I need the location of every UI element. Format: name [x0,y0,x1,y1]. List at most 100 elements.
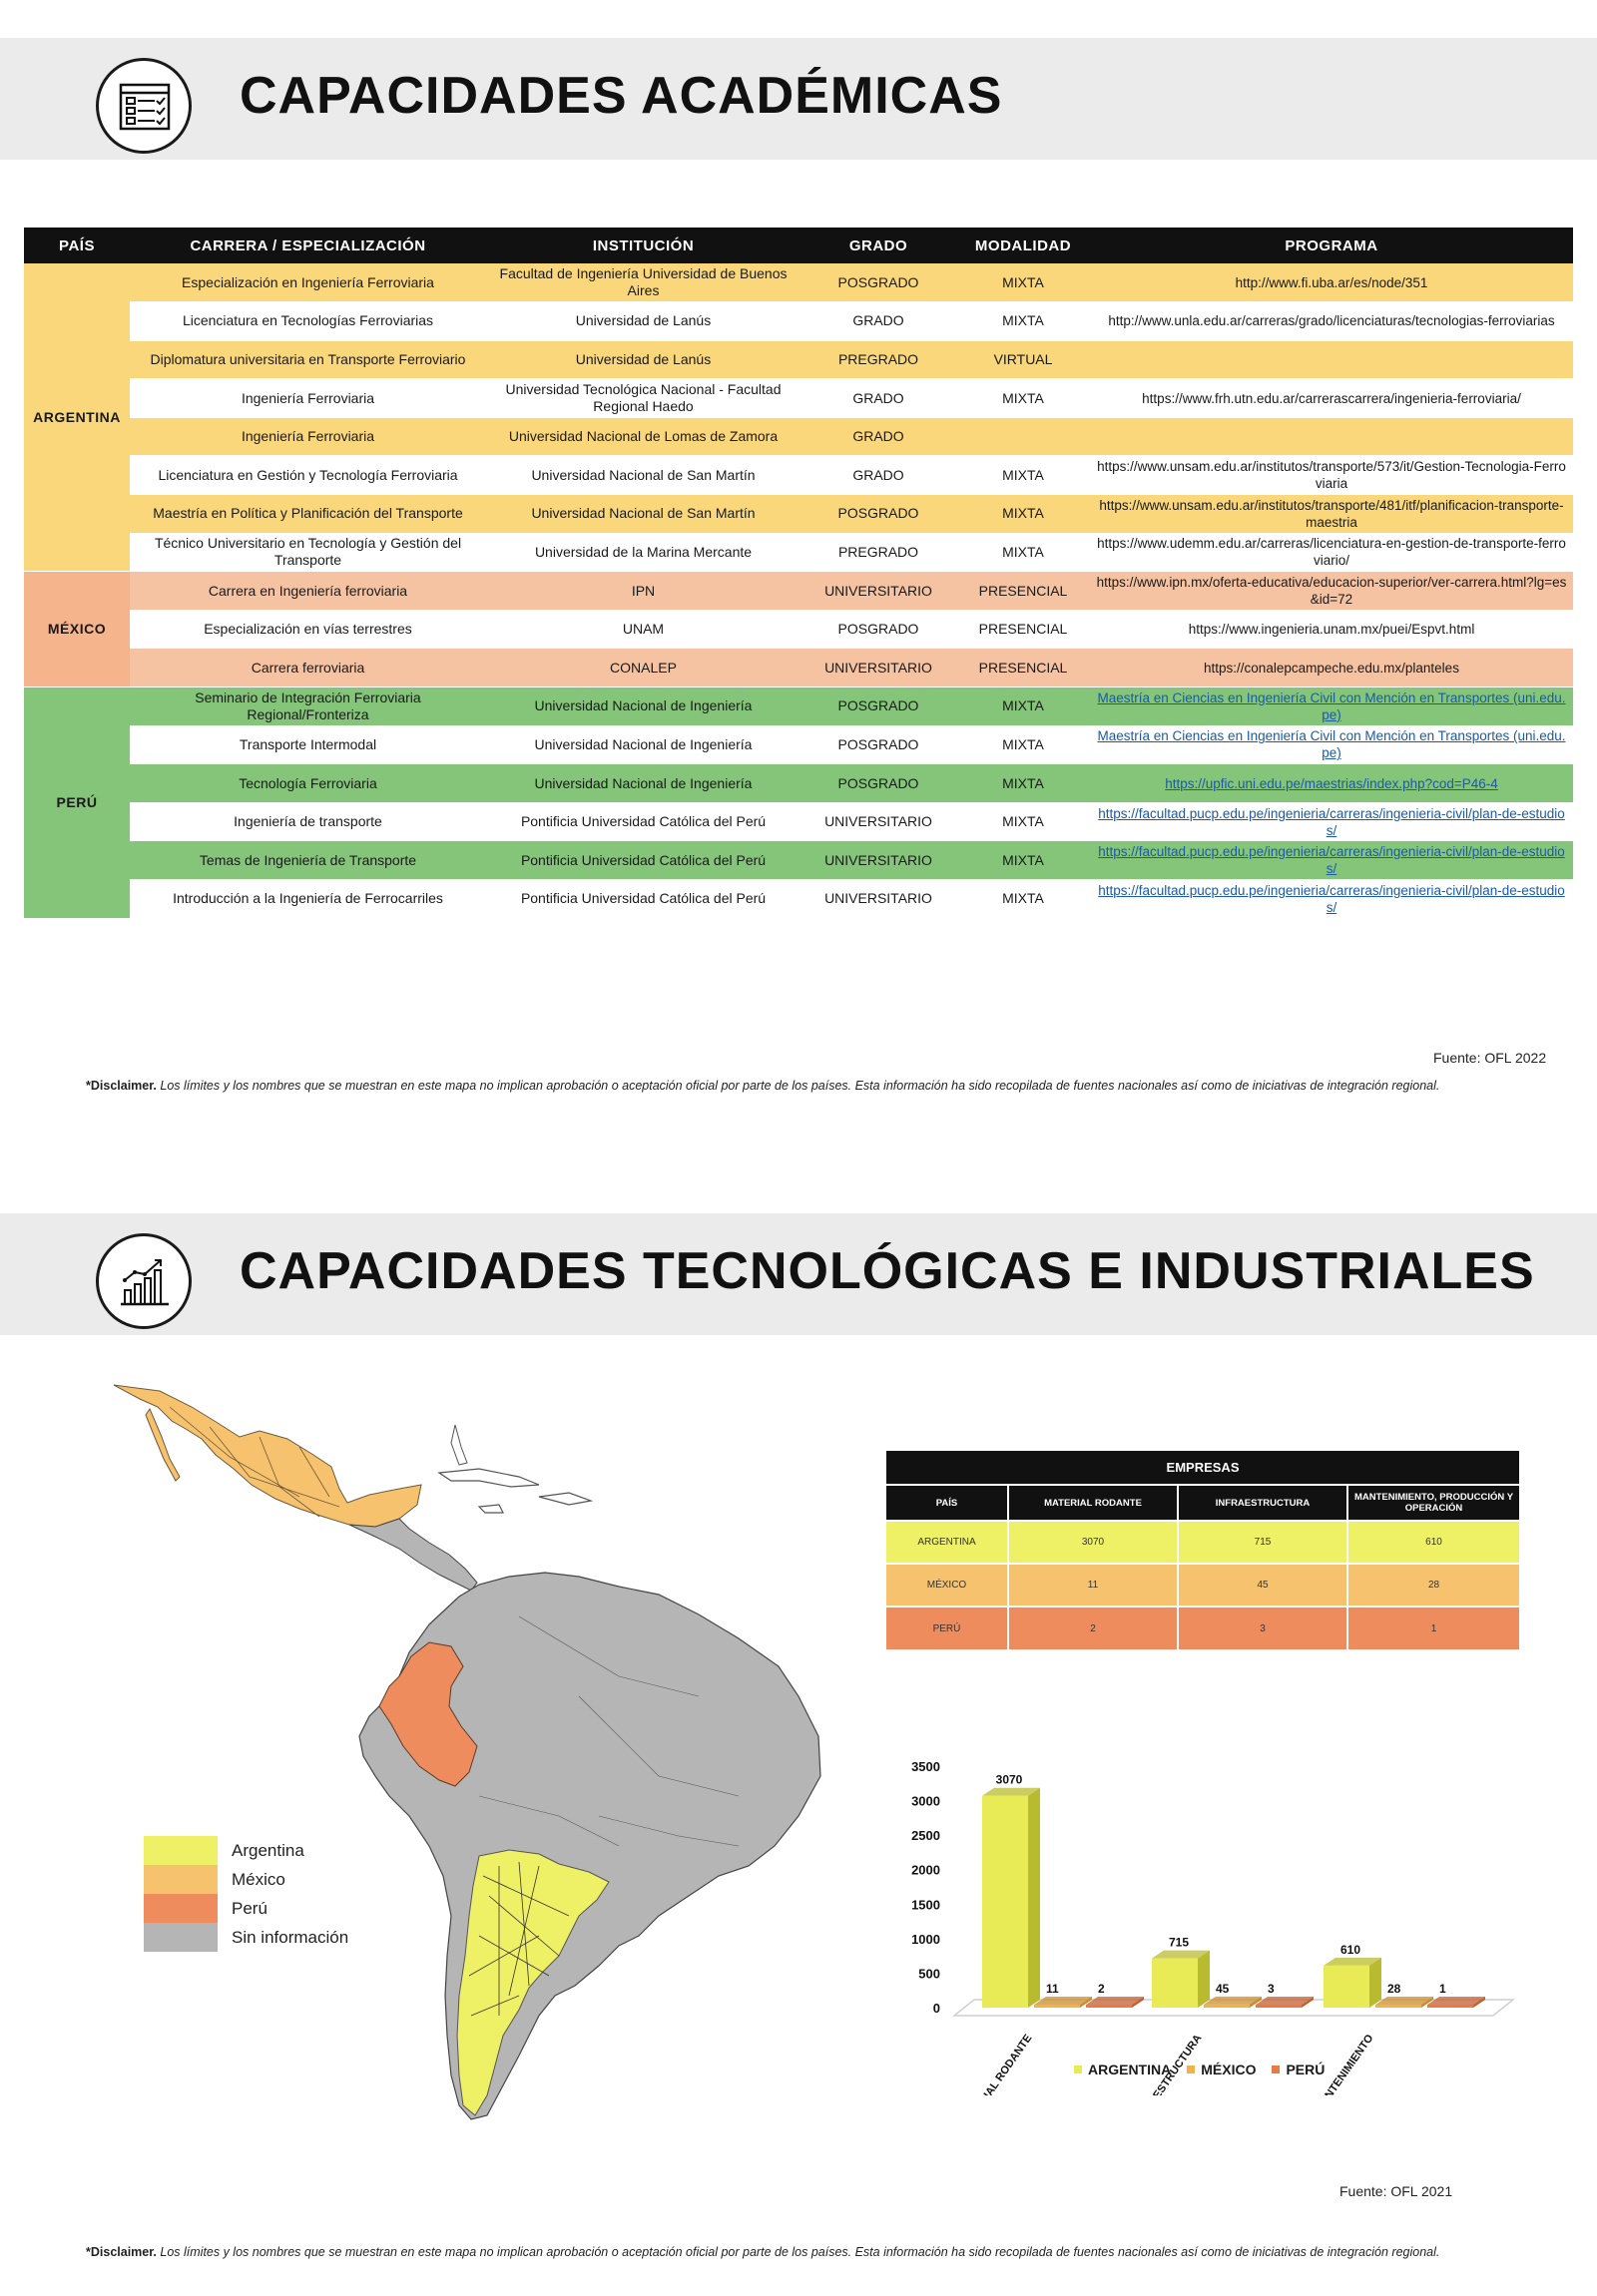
legend-label: Argentina [232,1840,304,1860]
table-row: Diplomatura universitaria en Transporte … [24,340,1573,380]
column-header: GRADO [800,228,956,263]
table-row: Ingeniería Ferroviaria Universidad Tecnol… [24,378,1573,418]
modalidad-cell: MIXTA [956,378,1090,418]
bar-top [1152,1950,1210,1959]
table-header-row: PAÍS CARRERA / ESPECIALIZACIÓN INSTITUCI… [24,228,1573,263]
data-label: 1 [1439,1982,1446,1996]
column-header: PAÍS [24,228,130,263]
programa-cell: https://facultad.pucp.edu.pe/ingenieria/… [1090,802,1573,842]
disclaimer-academic: *Disclaimer. Los límites y los nombres q… [86,1079,1439,1093]
modalidad-cell: MIXTA [956,455,1090,496]
map-peru [378,1641,478,1787]
legend-item: Perú [144,1894,348,1923]
table-row: MÉXICO 11 45 28 [886,1563,1520,1607]
grado-cell: GRADO [800,301,956,341]
column-header: INFRAESTRUCTURA [1177,1484,1347,1521]
column-header: MATERIAL RODANTE [1007,1484,1178,1521]
bar [1204,2004,1250,2008]
modalidad-cell [956,417,1090,457]
legend-label: MÉXICO [1201,2062,1257,2077]
y-tick-label: 1000 [911,1932,940,1947]
carrera-cell: Ingeniería Ferroviaria [130,417,486,457]
programa-link[interactable]: Maestría en Ciencias en Ingeniería Civil… [1097,728,1566,761]
map-legend: Argentina México Perú Sin información [144,1836,348,1952]
programa-cell: http://www.unla.edu.ar/carreras/grado/li… [1090,301,1573,341]
programa-link[interactable]: https://upfic.uni.edu.pe/maestrias/index… [1165,775,1498,791]
modalidad-cell: MIXTA [956,687,1090,726]
disclaimer-tech: *Disclaimer. Los límites y los nombres q… [86,2245,1439,2259]
table-row: Tecnología Ferroviaria Universidad Nacion… [24,763,1573,803]
grado-cell: POSGRADO [800,763,956,803]
institucion-cell: Universidad Nacional de Lomas de Zamora [486,417,800,457]
bar-top [1086,1997,1144,2005]
material-cell: 3070 [1007,1520,1178,1564]
grado-cell: PREGRADO [800,340,956,380]
carrera-cell: Temas de Ingeniería de Transporte [130,840,486,880]
table-row: MÉXICO Carrera en Ingeniería ferroviaria I… [24,571,1573,689]
institucion-cell: Pontificia Universidad Católica del Perú [486,802,800,842]
carrera-cell: Especialización en Ingeniería Ferroviari… [130,263,486,303]
grado-cell: GRADO [800,378,956,418]
modalidad-cell: MIXTA [956,725,1090,765]
bar-side [1473,1997,1485,2008]
disclaimer-label: *Disclaimer. [86,2245,157,2259]
infra-cell: 45 [1177,1563,1347,1607]
table-row: PERÚ 2 3 1 [886,1606,1520,1649]
grado-cell: POSGRADO [800,263,956,303]
table-row: ARGENTINA Especialización en Ingeniería F… [24,263,1573,573]
carrera-cell: Transporte Intermodal [130,725,486,765]
institucion-cell: UNAM [486,610,800,650]
bar-top [1427,1997,1485,2005]
institucion-cell: Pontificia Universidad Católica del Perú [486,879,800,919]
institucion-cell: Pontificia Universidad Católica del Perú [486,840,800,880]
institucion-cell: Universidad de Lanús [486,301,800,341]
y-tick-label: 2500 [911,1828,940,1843]
bar-side [1080,1997,1092,2008]
grado-cell: POSGRADO [800,494,956,534]
chart-legend-item: MÉXICO [1187,2062,1256,2077]
institucion-cell: Universidad Tecnológica Nacional - Facul… [486,378,800,418]
country-cell: MÉXICO [24,571,130,689]
bar [1256,2005,1302,2008]
bar [1375,2005,1421,2008]
carrera-cell: Ingeniería Ferroviaria [130,378,486,418]
carrera-cell: Introducción a la Ingeniería de Ferrocar… [130,879,486,919]
map-argentina [456,1849,610,2116]
column-header: MODALIDAD [956,228,1090,263]
column-header: PROGRAMA [1090,228,1573,263]
institucion-cell: Universidad Nacional de San Martín [486,455,800,496]
checklist-icon [96,58,192,154]
column-header: CARRERA / ESPECIALIZACIÓN [130,228,486,263]
bar [1086,2005,1132,2008]
bar [982,1795,1028,2008]
programa-link[interactable]: Maestría en Ciencias en Ingeniería Civil… [1097,689,1566,722]
programa-cell [1090,340,1573,380]
programa-cell: https://upfic.uni.edu.pe/maestrias/index… [1090,763,1573,803]
table-row: ARGENTINA 3070 715 610 [886,1520,1520,1564]
bar-side [1198,1950,1210,2008]
data-label: 45 [1216,1982,1230,1996]
material-cell: 2 [1007,1606,1178,1649]
table-row: Introducción a la Ingeniería de Ferrocar… [24,879,1573,919]
mant-cell: 610 [1345,1520,1520,1564]
modalidad-cell: MIXTA [956,494,1090,534]
modalidad-cell: MIXTA [956,263,1090,303]
category-label: MATERIAL RODANTE [960,2033,1035,2095]
pais-cell: MÉXICO [886,1563,1008,1607]
grado-cell: GRADO [800,417,956,457]
data-label: 715 [1169,1936,1189,1950]
institucion-cell: Universidad de la Marina Mercante [486,533,800,573]
grado-cell: GRADO [800,455,956,496]
programa-link[interactable]: https://facultad.pucp.edu.pe/ingenieria/… [1098,882,1565,915]
data-label: 2 [1098,1982,1105,1996]
carrera-cell: Carrera ferroviaria [130,648,486,689]
grado-cell: UNIVERSITARIO [800,802,956,842]
table-row: Licenciatura en Tecnologías Ferroviarias… [24,301,1573,341]
modalidad-cell: MIXTA [956,879,1090,919]
country-cell: PERÚ [24,687,130,919]
programa-link[interactable]: https://facultad.pucp.edu.pe/ingenieria/… [1098,805,1565,838]
programa-link[interactable]: https://facultad.pucp.edu.pe/ingenieria/… [1098,844,1565,877]
legend-swatch [144,1836,218,1865]
data-label: 11 [1046,1982,1059,1996]
